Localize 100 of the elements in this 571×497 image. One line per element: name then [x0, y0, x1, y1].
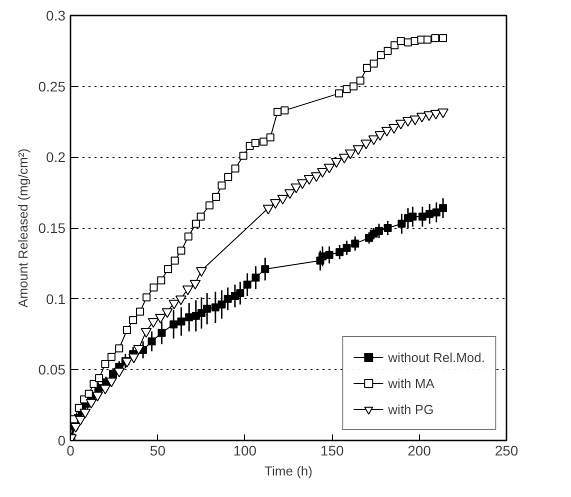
point [384, 224, 392, 232]
point [260, 138, 268, 146]
point [218, 300, 226, 308]
y-tick-label: 0.25 [38, 78, 66, 94]
point [170, 256, 179, 265]
point [418, 212, 426, 221]
point [342, 244, 351, 252]
point [390, 41, 399, 50]
point [330, 158, 342, 168]
point [148, 318, 159, 328]
point [439, 34, 448, 42]
y-tick-label: 0.15 [38, 220, 66, 236]
point [290, 184, 302, 194]
point [360, 140, 372, 150]
point [203, 304, 212, 313]
y-axis-title: Amount Released (mg/cm²) [15, 148, 30, 308]
point [438, 108, 449, 118]
point [439, 204, 448, 212]
y-tick-label: 0.2 [46, 149, 66, 166]
point [205, 201, 214, 210]
point [280, 106, 289, 114]
point [239, 152, 248, 160]
point [224, 294, 232, 303]
point [123, 326, 132, 334]
point [231, 164, 240, 172]
legend-label: without Rel.Mod. [388, 350, 485, 364]
point [115, 344, 124, 352]
point [402, 116, 414, 127]
point [324, 164, 335, 174]
point [100, 384, 111, 394]
point [251, 139, 260, 147]
point [142, 293, 151, 302]
point [368, 135, 380, 146]
point [432, 208, 440, 216]
x-tick-label: 100 [233, 442, 257, 458]
point [74, 416, 86, 426]
x-tick-label: 150 [320, 442, 344, 458]
point [218, 182, 226, 190]
point [395, 120, 406, 130]
point [296, 179, 308, 189]
point [304, 175, 315, 185]
point [384, 46, 392, 55]
point [252, 274, 260, 282]
point [140, 328, 152, 338]
point [350, 82, 358, 90]
point [182, 286, 194, 296]
point [136, 308, 144, 316]
point [70, 422, 82, 433]
point [388, 124, 400, 134]
point [338, 154, 350, 164]
point [84, 390, 93, 398]
point [114, 368, 125, 378]
legend-label: with PG [388, 402, 434, 416]
point [318, 252, 327, 260]
point [431, 34, 440, 42]
y-tick-label: 0.1 [46, 290, 66, 307]
point [396, 37, 405, 45]
point [362, 64, 371, 72]
point [261, 265, 270, 274]
point [122, 358, 133, 368]
point [184, 232, 192, 240]
point [128, 354, 140, 364]
x-tick-label: 200 [408, 442, 432, 458]
point [106, 378, 117, 388]
point [426, 210, 434, 218]
point [374, 131, 386, 141]
point [177, 318, 186, 326]
point [284, 189, 296, 199]
point [270, 199, 281, 209]
x-axis-title: Time (h) [264, 464, 312, 478]
x-tick-label: 50 [150, 442, 166, 458]
point [133, 345, 144, 355]
x-tick-label: 250 [494, 442, 518, 458]
point [154, 314, 166, 324]
point [336, 248, 344, 256]
point [196, 212, 205, 221]
point [162, 308, 173, 318]
point [376, 51, 385, 60]
point [416, 112, 428, 122]
point [277, 194, 288, 205]
point [356, 76, 364, 85]
point [212, 192, 220, 201]
point [158, 328, 166, 337]
point [90, 380, 98, 388]
point [243, 280, 252, 289]
point [375, 226, 384, 235]
point [224, 173, 232, 181]
point [317, 168, 328, 178]
point [342, 85, 351, 94]
point [192, 220, 200, 228]
point [262, 204, 274, 214]
point [310, 172, 322, 182]
point [148, 337, 156, 346]
point [410, 116, 421, 126]
point [325, 250, 334, 259]
point [170, 320, 178, 328]
legend-label: with MA [388, 376, 434, 390]
point [408, 212, 417, 221]
point [404, 38, 412, 46]
y-tick-label: 0 [58, 432, 66, 448]
